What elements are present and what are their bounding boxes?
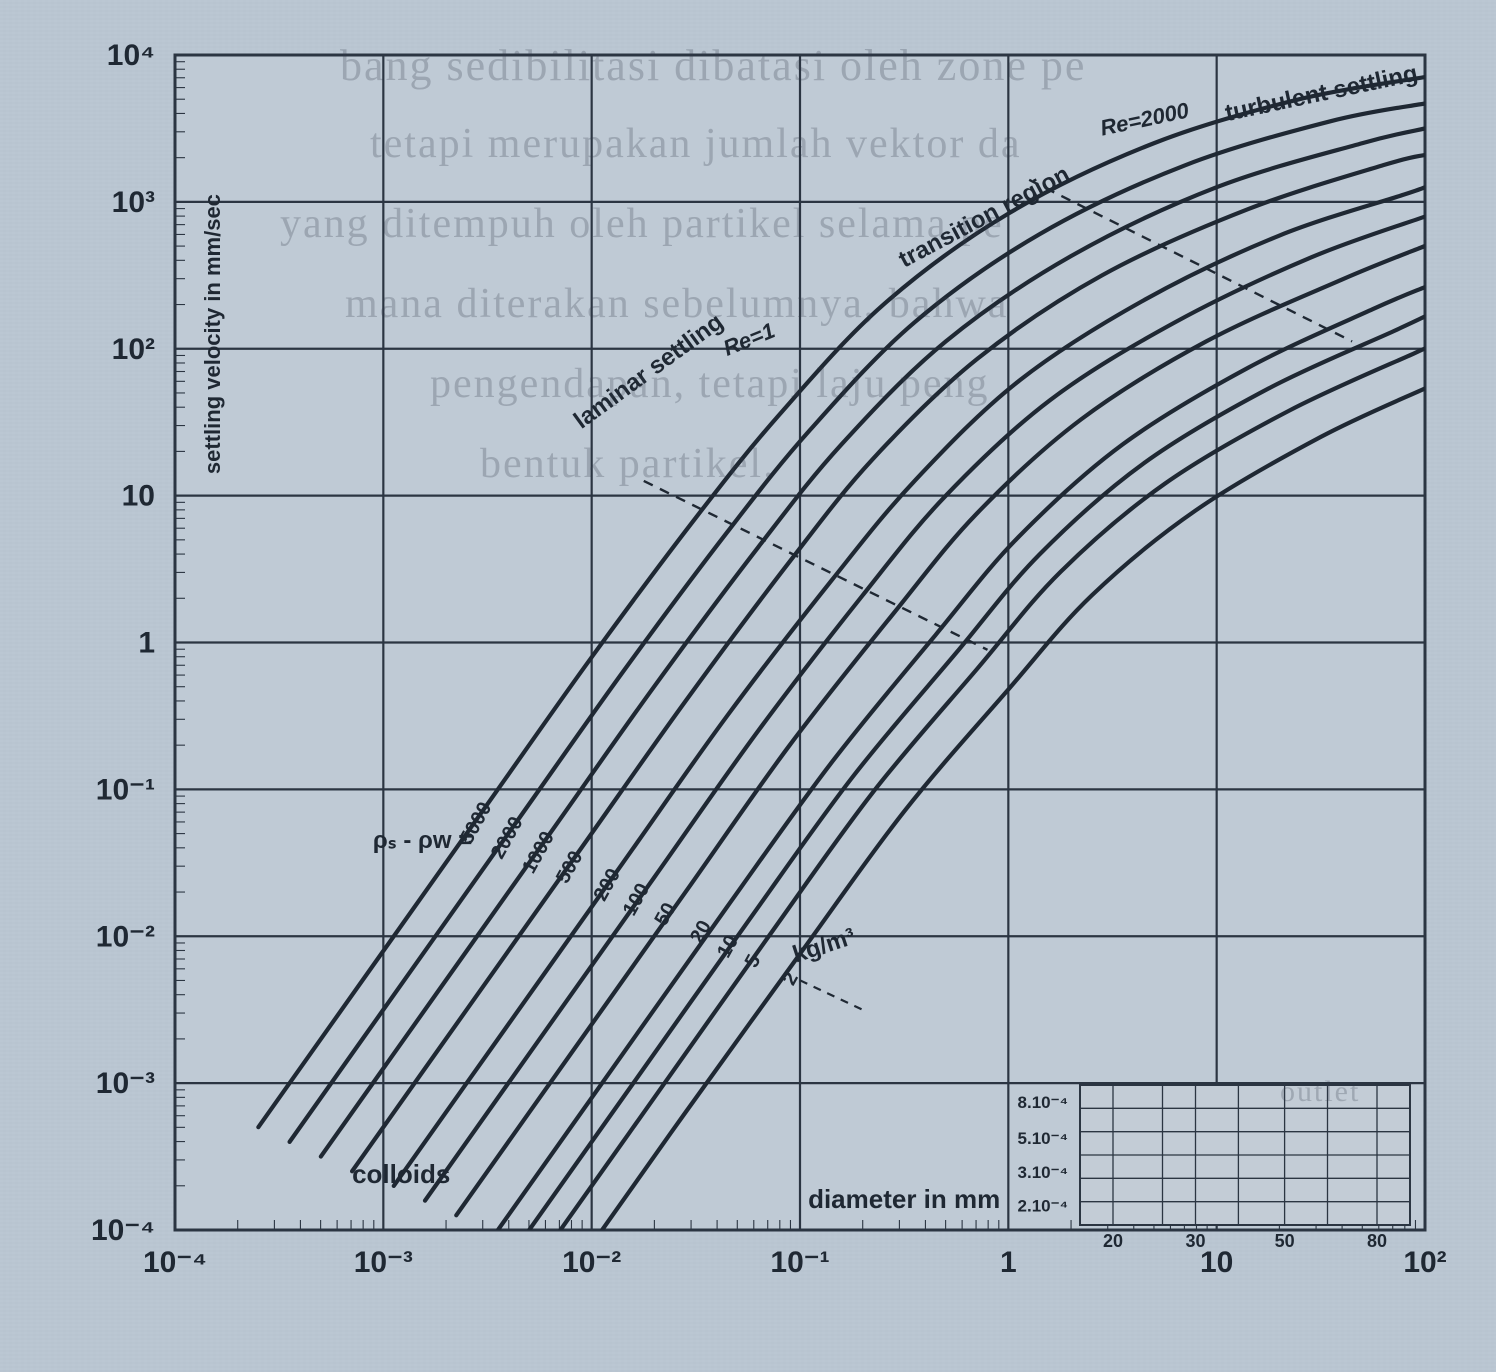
y-tick--2: 10⁻² [96, 920, 155, 953]
y-tick-2: 10² [112, 333, 155, 366]
inset-ylabel-0: 8.10⁻⁴ [1018, 1093, 1068, 1112]
y-tick-4: 10⁴ [107, 39, 155, 72]
y-tick-1: 10 [122, 480, 155, 513]
annotation-colloids: colloids [352, 1159, 450, 1189]
figure-container: { "canvas": { "width": 1496, "height": 1… [0, 0, 1496, 1372]
x-axis-label: diameter in mm [808, 1184, 1000, 1214]
y-tick--4: 10⁻⁴ [91, 1214, 155, 1247]
x-tick--4: 10⁻⁴ [143, 1246, 207, 1279]
inset-xtick-30: 30 [1185, 1231, 1205, 1251]
inset-xtick-50: 50 [1275, 1231, 1295, 1251]
x-tick-2: 10² [1403, 1246, 1446, 1279]
inset-xtick-80: 80 [1367, 1231, 1387, 1251]
x-tick--3: 10⁻³ [354, 1246, 413, 1279]
annotation-rho: ρₛ - ρw = [373, 827, 472, 854]
x-tick--1: 10⁻¹ [770, 1246, 829, 1279]
y-tick--3: 10⁻³ [96, 1067, 155, 1100]
settling-velocity-chart: 10⁻⁴ 10⁻³ 10⁻² 10⁻¹ 1 10 10² 10⁻⁴ 10⁻³ 10⁻² 10⁻¹ 1 1… [0, 0, 1496, 1372]
inset-ylabel-3: 2.10⁻⁴ [1018, 1196, 1068, 1215]
x-tick-0: 1 [1000, 1246, 1017, 1279]
x-tick--2: 10⁻² [562, 1246, 621, 1279]
y-axis-label: settling velocity in mm/sec [200, 194, 225, 474]
inset-ylabel-1: 5.10⁻⁴ [1018, 1129, 1068, 1148]
y-tick--1: 10⁻¹ [96, 773, 155, 806]
inset-xtick-20: 20 [1103, 1231, 1123, 1251]
inset-ylabel-2: 3.10⁻⁴ [1018, 1163, 1068, 1182]
y-tick-3: 10³ [112, 186, 155, 219]
y-tick-0: 1 [138, 627, 155, 660]
